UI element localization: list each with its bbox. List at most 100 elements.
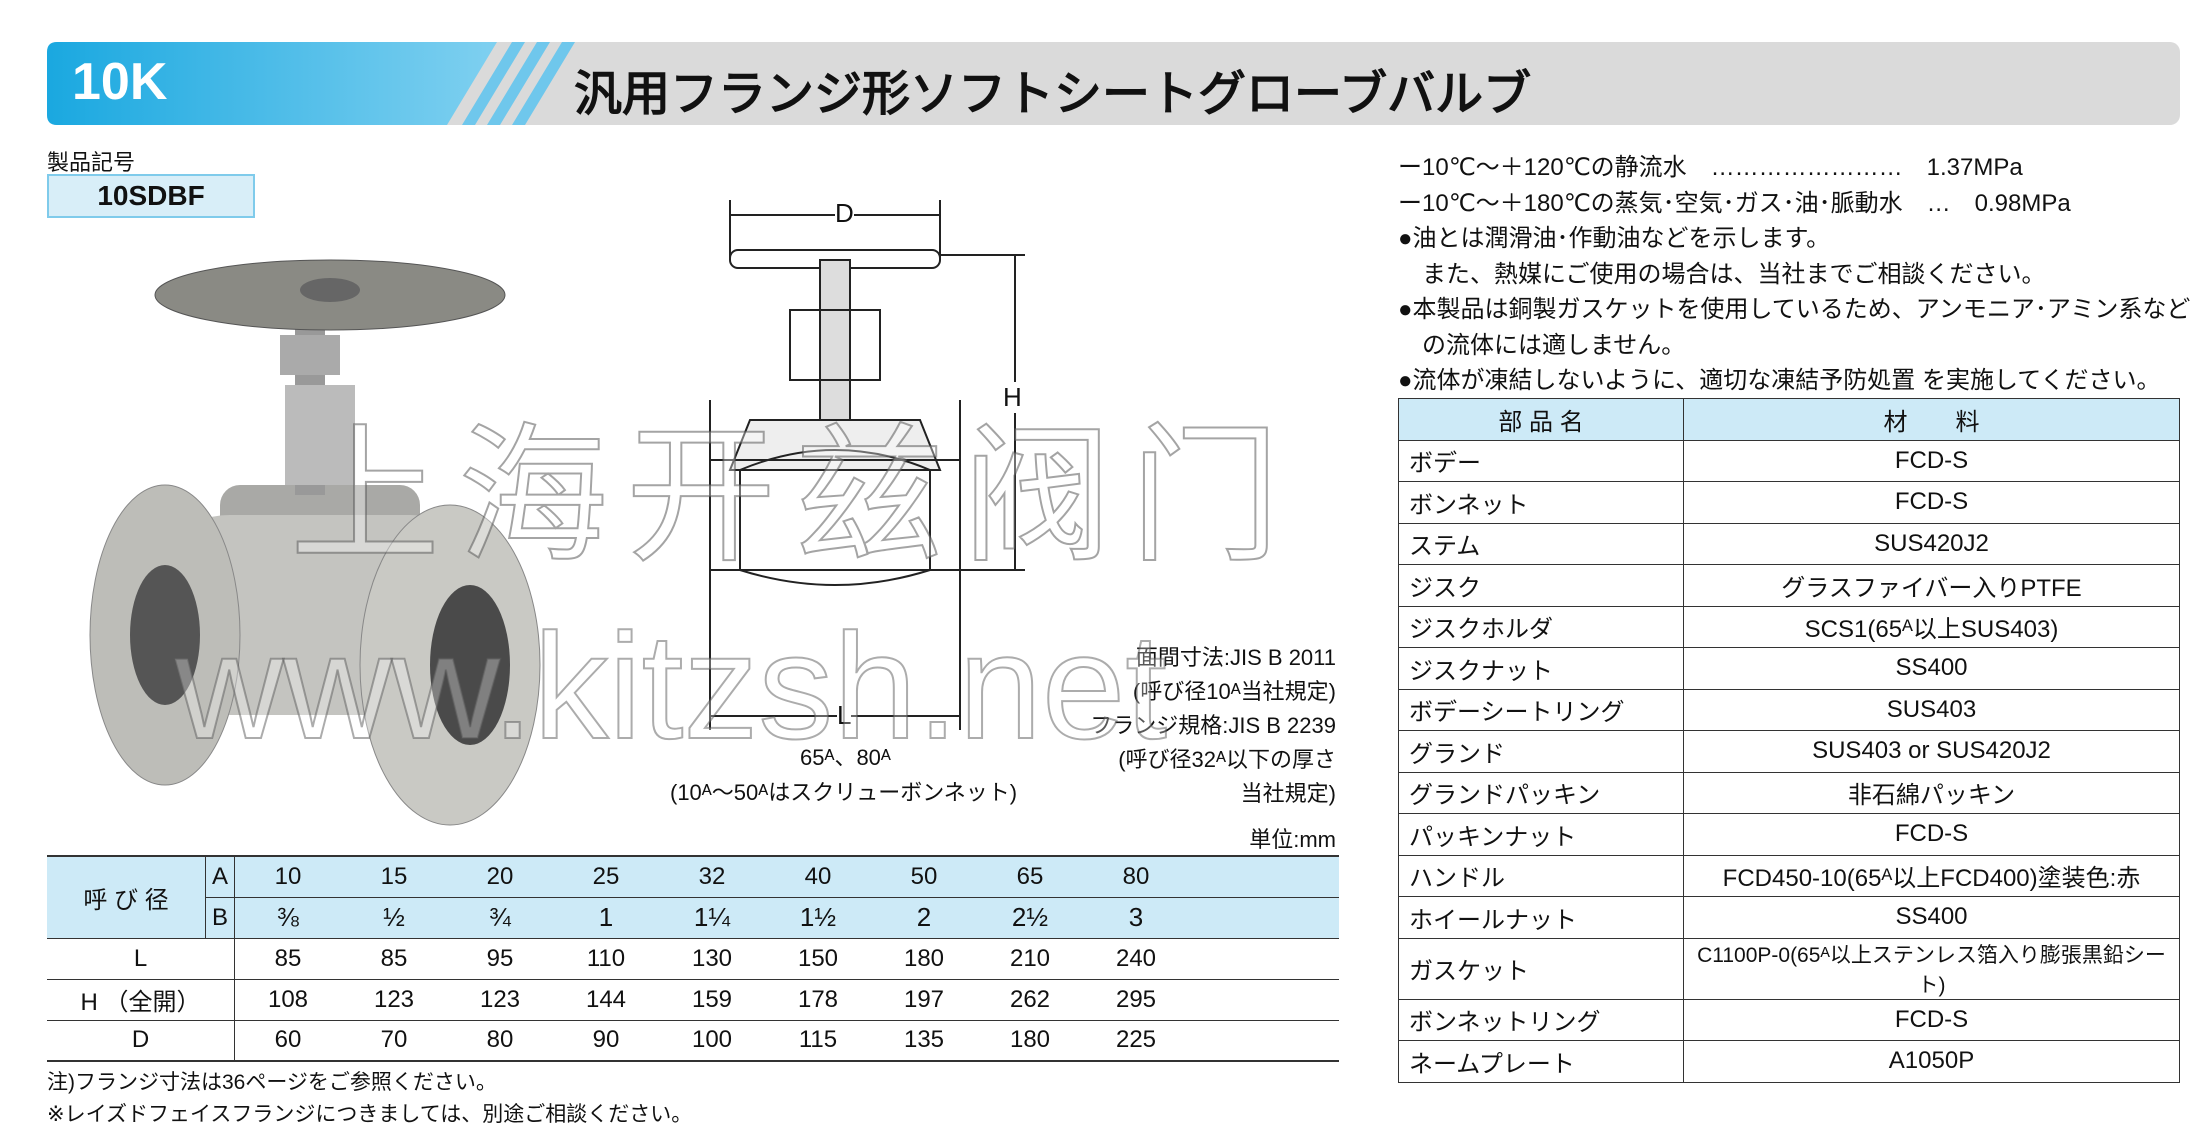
size-b: 3 xyxy=(1083,896,1189,939)
data-row: ホイールナット SS400 xyxy=(1398,896,2180,939)
header-row: 呼 び 径 A 10 15 20 25 32 40 50 65 80 xyxy=(47,855,1339,939)
size-b: ⅜ xyxy=(234,896,341,939)
data-row: ジスク グラスファイバー入りPTFE xyxy=(1398,564,2180,607)
cell: 110 xyxy=(553,937,659,980)
material: グラスファイバー入りPTFE xyxy=(1683,564,2180,607)
cell: 262 xyxy=(977,978,1083,1021)
size-a: 10 xyxy=(234,855,341,898)
part: ハンドル xyxy=(1398,854,1684,897)
data-row: グランドパッキン 非石綿パッキン xyxy=(1398,771,2180,814)
cell: 115 xyxy=(765,1019,871,1062)
data-row: パッキンナット FCD-S xyxy=(1398,813,2180,856)
standard-note: (呼び径32ᴬ以下の厚さ xyxy=(1118,747,1336,772)
watermark-text: www.kitzsh.net xyxy=(174,601,1168,771)
cell: 60 xyxy=(234,1019,341,1062)
size-b: 1¼ xyxy=(659,896,765,939)
cell: 95 xyxy=(447,937,553,980)
part: ガスケット xyxy=(1398,937,1684,1000)
b-label: B xyxy=(205,896,235,939)
data-row: ジスクナット SS400 xyxy=(1398,647,2180,690)
pad xyxy=(1189,978,1339,1021)
materials-table: 部 品 名材 料ボデー FCD-S ボンネット FCD-S ステム SUS420J2 ジスク… xyxy=(1398,398,2180,1083)
cell: 123 xyxy=(341,978,447,1021)
data-row: ジスクホルダ SCS1(65ᴬ以上SUS403) xyxy=(1398,605,2180,648)
size-a: 65 xyxy=(977,855,1083,898)
cell: 150 xyxy=(765,937,871,980)
sizes-note: 65ᴬ、80ᴬ xyxy=(800,745,891,770)
cell: 130 xyxy=(659,937,765,980)
row-label: D xyxy=(47,1019,235,1062)
note: ※レイズドフェイスフランジにつきましては、別途ご相談ください。 xyxy=(47,1103,693,1126)
row-label: L xyxy=(47,937,235,980)
material: 非石綿パッキン xyxy=(1683,771,2180,814)
standard-note: (呼び径10ᴬ当社規定) xyxy=(1132,679,1336,704)
standard-note: 面間寸法:JIS B 2011 xyxy=(1135,645,1336,670)
cell: 210 xyxy=(977,937,1083,980)
data-row: ボンネット FCD-S xyxy=(1398,481,2180,524)
spec-line: ●油とは潤滑油･作動油などを示します。 xyxy=(1398,225,1831,252)
cell: 80 xyxy=(447,1019,553,1062)
cell: 135 xyxy=(871,1019,977,1062)
material: SS400 xyxy=(1683,896,2180,939)
spec-line: ー10℃～＋120℃の静流水 …………………… 1.37MPa xyxy=(1398,154,2023,181)
part: ジスク xyxy=(1398,564,1684,607)
spec-line: また、熱媒にご使用の場合は、当社までご相談ください。 xyxy=(1398,260,2046,288)
header-cell: 部 品 名 xyxy=(1398,398,1684,441)
cell: 123 xyxy=(447,978,553,1021)
pad xyxy=(1189,937,1339,980)
product-code: 10SDBF xyxy=(47,174,255,218)
cell: 108 xyxy=(234,978,341,1021)
material: C1100P-0(65ᴬ以上ステンレス箔入り膨張黒鉛シート) xyxy=(1683,937,2180,1000)
material: SUS420J2 xyxy=(1683,522,2180,565)
part: ボデー xyxy=(1398,439,1684,482)
dimension-table: 呼 び 径 A 10 15 20 25 32 40 50 65 80 B ⅜ ½ ¾ 1 1¼ 1½ 2 2½ 3 L 85… xyxy=(47,855,1339,1062)
unit: 単位:mm xyxy=(1249,827,1336,852)
watermark-text: 上海开兹阀门 xyxy=(289,411,1299,581)
material: SUS403 or SUS420J2 xyxy=(1683,730,2180,773)
dim-l: L xyxy=(837,700,852,731)
cell: 85 xyxy=(341,937,447,980)
data-row: グランド SUS403 or SUS420J2 xyxy=(1398,730,2180,773)
pad xyxy=(1189,1019,1339,1062)
data-row: ハンドル FCD450-10(65ᴬ以上FCD400)塗装色:赤 xyxy=(1398,854,2180,897)
badge: 10K xyxy=(72,53,168,111)
note: 注)フランジ寸法は36ページをご参照ください。 xyxy=(47,1071,497,1094)
part: ホイールナット xyxy=(1398,896,1684,939)
size-a: 50 xyxy=(871,855,977,898)
data-row: H （全開） 108 123 123 144 159 178 197 262 295 xyxy=(47,978,1339,1021)
a-label: A xyxy=(205,855,235,898)
material: FCD-S xyxy=(1683,813,2180,856)
part: ボデーシートリング xyxy=(1398,688,1684,731)
standard-note: フランジ規格:JIS B 2239 xyxy=(1090,713,1336,738)
data-row: ガスケット C1100P-0(65ᴬ以上ステンレス箔入り膨張黒鉛シート) xyxy=(1398,937,2180,1000)
material: FCD-S xyxy=(1683,481,2180,524)
dim-h: H xyxy=(1003,382,1022,413)
header-row: 部 品 名材 料 xyxy=(1398,398,2180,441)
standard-note: 当社規定) xyxy=(1240,781,1336,806)
cell: 240 xyxy=(1083,937,1189,980)
spec-line: の流体には適しません。 xyxy=(1398,331,1686,359)
size-b: 1 xyxy=(553,896,659,939)
cell: 85 xyxy=(234,937,341,980)
size-a: 15 xyxy=(341,855,447,898)
data-row: ステム SUS420J2 xyxy=(1398,522,2180,565)
material: FCD450-10(65ᴬ以上FCD400)塗装色:赤 xyxy=(1683,854,2180,897)
spec-line: ー10℃～＋180℃の蒸気･空気･ガス･油･脈動水 … 0.98MPa xyxy=(1398,189,2071,217)
material: FCD-S xyxy=(1683,439,2180,482)
material: SCS1(65ᴬ以上SUS403) xyxy=(1683,605,2180,648)
part: ジスクホルダ xyxy=(1398,605,1684,648)
pad xyxy=(1189,855,1339,898)
data-row: ボデーシートリング SUS403 xyxy=(1398,688,2180,731)
size-a: 32 xyxy=(659,855,765,898)
cell: 225 xyxy=(1083,1019,1189,1062)
cell: 197 xyxy=(871,978,977,1021)
size-a: 80 xyxy=(1083,855,1189,898)
header-cell: 材 料 xyxy=(1683,398,2180,441)
size-a: 20 xyxy=(447,855,553,898)
cell: 70 xyxy=(341,1019,447,1062)
size-b: 2½ xyxy=(977,896,1083,939)
data-row: ボンネットリング FCD-S xyxy=(1398,998,2180,1041)
section-drawing xyxy=(709,200,1025,730)
size-a: 25 xyxy=(553,855,659,898)
